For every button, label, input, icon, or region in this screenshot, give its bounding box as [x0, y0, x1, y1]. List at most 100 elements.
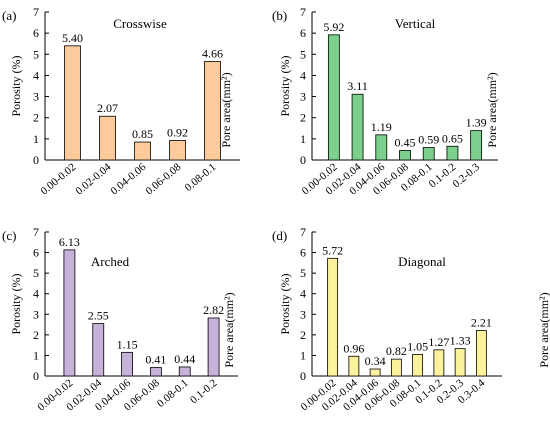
x-axis-label: Pore area(mm²)	[537, 292, 550, 367]
data-label: 5.72	[322, 243, 343, 257]
bar	[99, 115, 116, 161]
data-label: 5.92	[323, 20, 344, 34]
data-label: 0.92	[167, 126, 188, 140]
x-tick-label: 0.02-0.04	[73, 161, 113, 198]
bar	[454, 348, 466, 377]
data-label: 2.82	[203, 303, 224, 317]
y-tick-label: 6	[33, 26, 39, 40]
chart-title: Diagonal	[398, 254, 446, 269]
y-tick-label: 2	[300, 328, 306, 342]
bar	[134, 141, 151, 161]
bar	[64, 45, 81, 161]
y-tick-label: 0	[33, 153, 39, 167]
data-label: 1.33	[450, 334, 471, 348]
chart-title: Crosswise	[113, 16, 167, 31]
bar	[369, 368, 381, 377]
x-axis-label: Pore area(mm²)	[485, 72, 499, 147]
chart-panel-2: (b) Vertical 0 1 2 3 4 5 6 7 Porosity (%) Pore area…	[272, 5, 499, 197]
x-tick-label: 0.08-0.1	[183, 161, 219, 194]
y-tick-label: 1	[33, 348, 39, 362]
data-label: 2.21	[471, 316, 492, 330]
panel-label: (c)	[2, 228, 16, 243]
y-tick-label: 4	[300, 287, 306, 301]
data-label: 1.19	[371, 120, 392, 134]
data-label: 0.96	[343, 341, 364, 355]
y-tick-label: 0	[300, 153, 306, 167]
y-tick-label: 5	[33, 47, 39, 61]
y-axis-label: Porosity (%)	[278, 274, 292, 335]
chart-title: Vertical	[395, 16, 436, 31]
bar	[327, 34, 340, 161]
bar	[178, 366, 191, 377]
data-label: 0.65	[442, 131, 463, 145]
y-tick-label: 2	[33, 328, 39, 342]
data-label: 0.82	[386, 344, 407, 358]
y-tick-label: 2	[33, 111, 39, 125]
data-label: 0.85	[132, 127, 153, 141]
y-tick-label: 2	[300, 111, 306, 125]
data-label: 5.40	[62, 31, 83, 45]
y-tick-label: 5	[33, 266, 39, 280]
bar	[204, 61, 221, 161]
x-tick-label: 0.00-0.02	[38, 161, 78, 197]
data-label: 1.27	[428, 335, 449, 349]
bar	[399, 150, 411, 161]
data-label: 4.66	[202, 46, 223, 60]
y-tick-label: 7	[33, 5, 39, 19]
y-tick-label: 7	[300, 5, 306, 19]
y-tick-label: 3	[300, 90, 306, 104]
bar	[63, 249, 76, 377]
bar	[92, 323, 105, 377]
y-tick-label: 1	[33, 132, 39, 146]
y-tick-label: 1	[300, 132, 306, 146]
data-label: 1.05	[407, 339, 428, 353]
bar	[375, 134, 388, 161]
y-tick-label: 6	[300, 246, 306, 260]
x-tick-label: 0.06-0.08	[143, 161, 183, 198]
y-tick-label: 0	[300, 369, 306, 383]
bar	[412, 353, 424, 377]
bar	[433, 349, 445, 377]
bar	[351, 93, 364, 161]
data-label: 0.34	[365, 354, 386, 368]
bar	[348, 355, 360, 377]
y-tick-label: 7	[300, 225, 306, 239]
panel-label: (d)	[272, 228, 287, 243]
bar	[327, 257, 339, 377]
y-axis-label: Porosity (%)	[278, 56, 292, 117]
bar	[446, 145, 459, 161]
bar	[207, 317, 220, 377]
data-label: 3.11	[347, 79, 368, 93]
bar	[422, 147, 435, 161]
chart-panel-3: (c) Arched 0 1 2 3 4 5 6 7 Porosity (%) Pore area(m…	[2, 225, 238, 413]
bar	[475, 330, 487, 377]
data-label: 0.41	[145, 353, 166, 367]
y-tick-label: 3	[300, 307, 306, 321]
y-tick-label: 6	[33, 246, 39, 260]
data-label: 2.07	[97, 101, 118, 115]
y-tick-label: 4	[33, 287, 39, 301]
data-label: 0.44	[174, 352, 195, 366]
data-label: 6.13	[59, 235, 80, 249]
x-tick-label: 0.1-0.2	[188, 377, 220, 406]
y-tick-label: 6	[300, 26, 306, 40]
x-tick-label: 0.04-0.06	[108, 161, 148, 198]
y-tick-label: 3	[33, 307, 39, 321]
y-tick-label: 5	[300, 266, 306, 280]
y-tick-label: 0	[33, 369, 39, 383]
bar	[470, 130, 483, 161]
data-label: 1.15	[117, 337, 138, 351]
y-tick-label: 4	[300, 68, 306, 82]
y-tick-label: 3	[33, 90, 39, 104]
bar	[390, 358, 402, 377]
bar	[150, 367, 162, 377]
y-tick-label: 1	[300, 348, 306, 362]
chart-title: Arched	[91, 254, 130, 269]
bar	[169, 140, 186, 161]
y-tick-label: 7	[33, 225, 39, 239]
panel-label: (b)	[272, 8, 287, 23]
chart-panel-1: (a) Crosswise 0 1 2 3 4 5 6 7 Porosity (%) Pore are…	[2, 5, 240, 197]
data-label: 2.55	[88, 309, 109, 323]
data-label: 0.45	[395, 135, 416, 149]
